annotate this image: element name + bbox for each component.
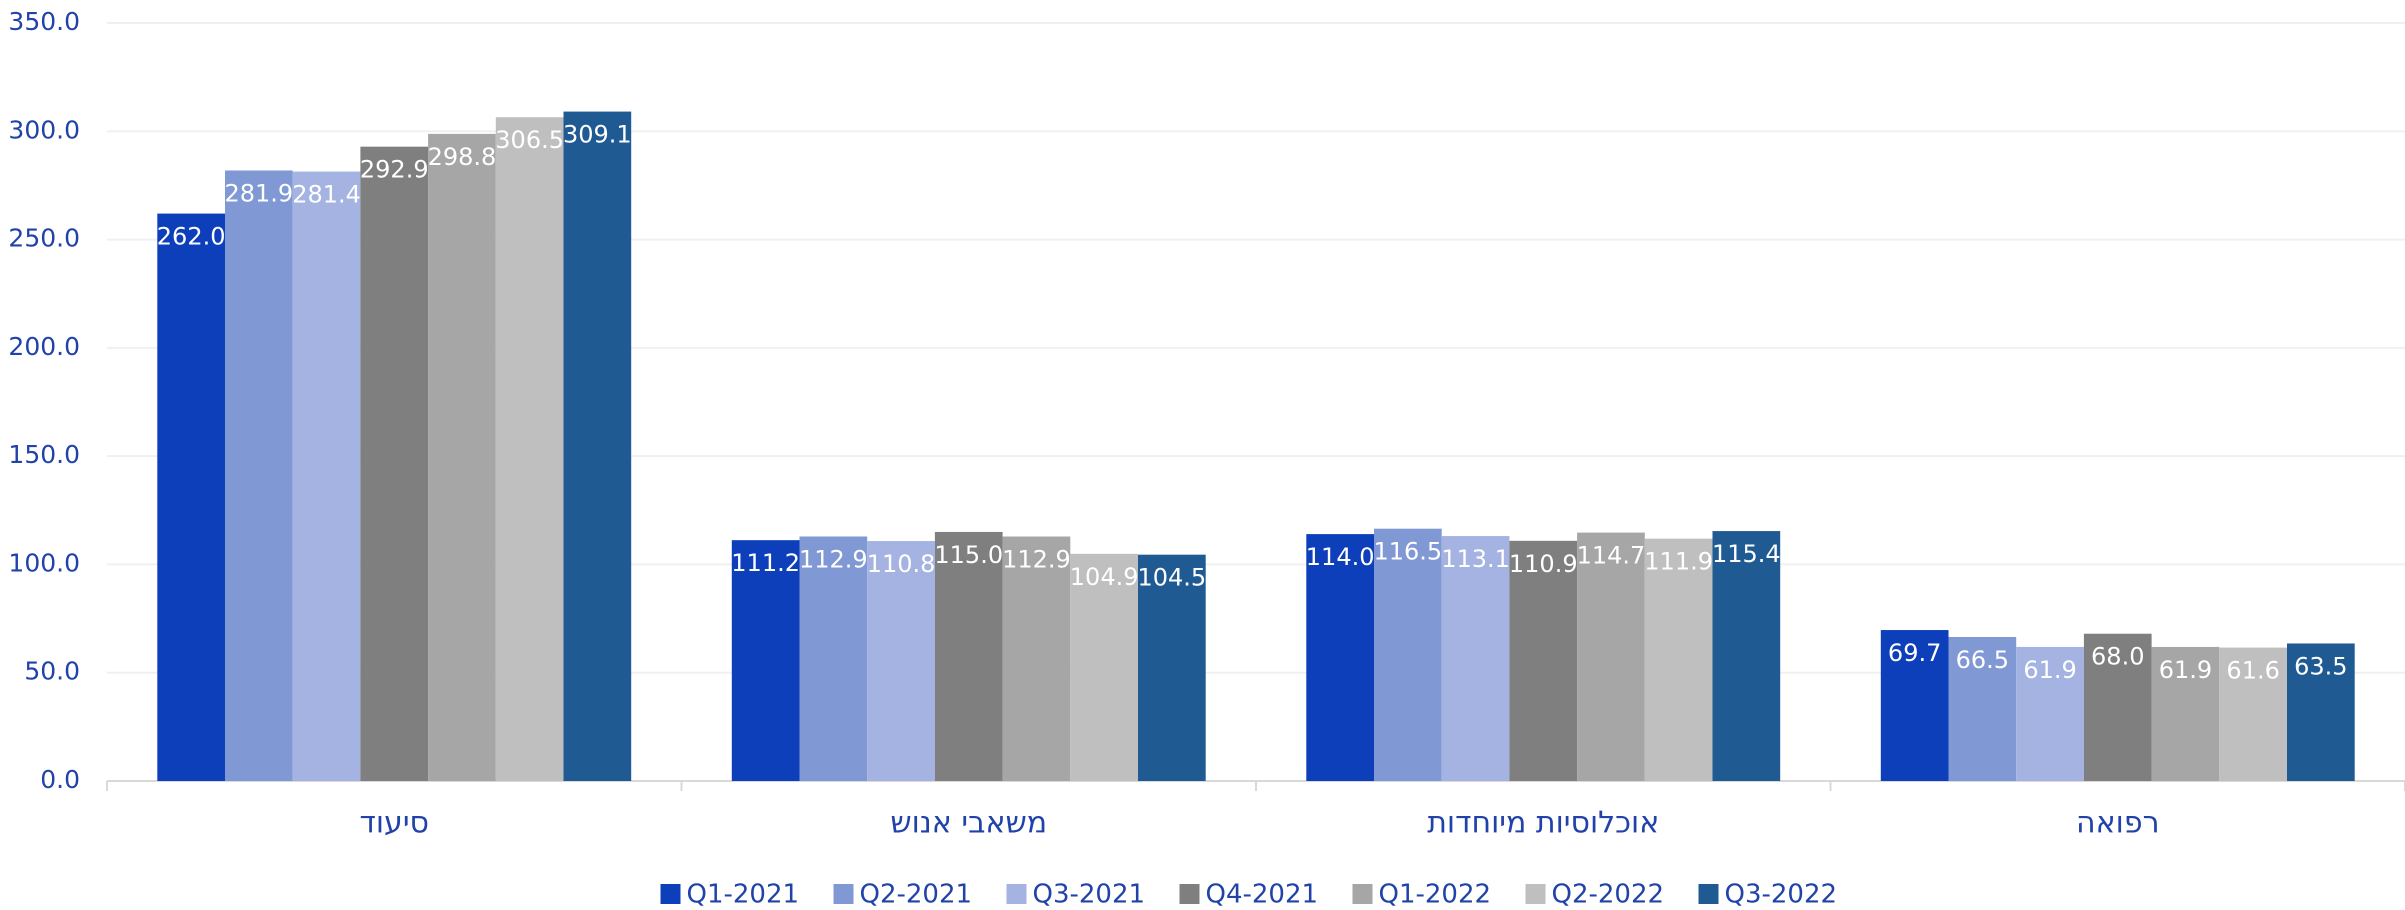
y-tick-label: 0.0	[40, 765, 80, 794]
bar	[1880, 630, 1949, 781]
bar	[1948, 636, 2017, 781]
bar	[1374, 528, 1442, 781]
data-label: 281.4	[292, 181, 361, 209]
y-tick-label: 350.0	[8, 7, 80, 36]
legend-label: Q4-2021	[1206, 880, 1319, 910]
legend-label: Q3-2022	[1725, 880, 1838, 910]
data-label: 114.7	[1577, 542, 1646, 570]
bar	[360, 146, 429, 781]
y-tick-label: 100.0	[8, 548, 80, 577]
legend-label: Q1-2022	[1379, 880, 1492, 910]
data-label: 306.5	[495, 126, 564, 154]
legend-label: Q2-2022	[1552, 880, 1665, 910]
bar	[1509, 540, 1578, 781]
data-label: 104.5	[1137, 564, 1206, 592]
legend-label: Q3-2021	[1033, 880, 1146, 910]
x-tick-label: רפואה	[2076, 806, 2160, 841]
bar	[934, 531, 1003, 781]
legend-swatch	[660, 884, 681, 904]
data-label: 115.0	[934, 541, 1003, 569]
bar	[1070, 553, 1138, 781]
legend-swatch	[833, 884, 854, 904]
x-tick-label: אוכלוסיות מיוחדות	[1427, 806, 1659, 841]
bar	[563, 111, 632, 782]
data-label: 111.9	[1644, 548, 1713, 576]
data-label: 66.5	[1956, 646, 2009, 674]
data-label: 110.8	[867, 550, 936, 578]
data-label: 115.4	[1712, 540, 1781, 568]
bar	[157, 213, 225, 781]
data-label: 61.9	[2023, 656, 2076, 684]
legend-label: Q2-2021	[860, 880, 973, 910]
bar	[731, 540, 800, 781]
bar	[292, 171, 361, 781]
x-tick-label: משאבי אנוש	[890, 806, 1047, 841]
bar	[1306, 534, 1374, 781]
legend-swatch	[1179, 884, 1200, 904]
legend-swatch	[1698, 884, 1719, 904]
y-tick-label: 50.0	[24, 657, 80, 686]
bar	[1138, 554, 1206, 781]
data-label: 110.9	[1509, 550, 1578, 578]
x-tick-label: סיעוד	[359, 806, 429, 841]
bar	[2151, 646, 2220, 781]
legend-swatch	[1006, 884, 1027, 904]
data-label: 112.9	[799, 545, 868, 573]
data-label: 113.1	[1441, 545, 1510, 573]
bar	[428, 133, 496, 781]
bar	[867, 541, 935, 781]
data-label: 298.8	[428, 143, 497, 171]
legend-swatch	[1525, 884, 1546, 904]
data-label: 112.9	[1002, 545, 1071, 573]
data-label: 262.0	[157, 223, 226, 251]
bar	[1577, 532, 1645, 781]
data-label: 114.0	[1306, 543, 1375, 571]
legend-swatch	[1352, 884, 1373, 904]
y-tick-label: 250.0	[8, 224, 80, 253]
bar	[1002, 536, 1071, 781]
bar	[2287, 643, 2355, 781]
data-label: 292.9	[360, 156, 429, 184]
data-label: 61.9	[2159, 656, 2212, 684]
bar	[1712, 531, 1781, 781]
data-label: 68.0	[2091, 643, 2144, 671]
y-tick-label: 150.0	[8, 440, 80, 469]
data-label: 116.5	[1373, 538, 1442, 566]
y-tick-label: 200.0	[8, 332, 80, 361]
data-label: 281.9	[224, 179, 293, 207]
bar	[2083, 633, 2152, 781]
y-tick-label: 300.0	[8, 115, 80, 144]
bar	[799, 536, 868, 781]
bar	[2016, 646, 2084, 781]
bar	[495, 117, 564, 782]
data-label: 69.7	[1888, 639, 1941, 667]
bar	[1644, 538, 1713, 781]
data-label: 63.5	[2294, 652, 2347, 680]
data-label: 104.9	[1070, 563, 1139, 591]
bar	[2219, 647, 2287, 781]
data-label: 111.2	[731, 549, 800, 577]
data-label: 61.6	[2226, 657, 2279, 685]
legend-label: Q1-2021	[687, 880, 800, 910]
bar	[225, 170, 293, 782]
bar	[1441, 536, 1510, 781]
data-label: 309.1	[563, 121, 632, 149]
